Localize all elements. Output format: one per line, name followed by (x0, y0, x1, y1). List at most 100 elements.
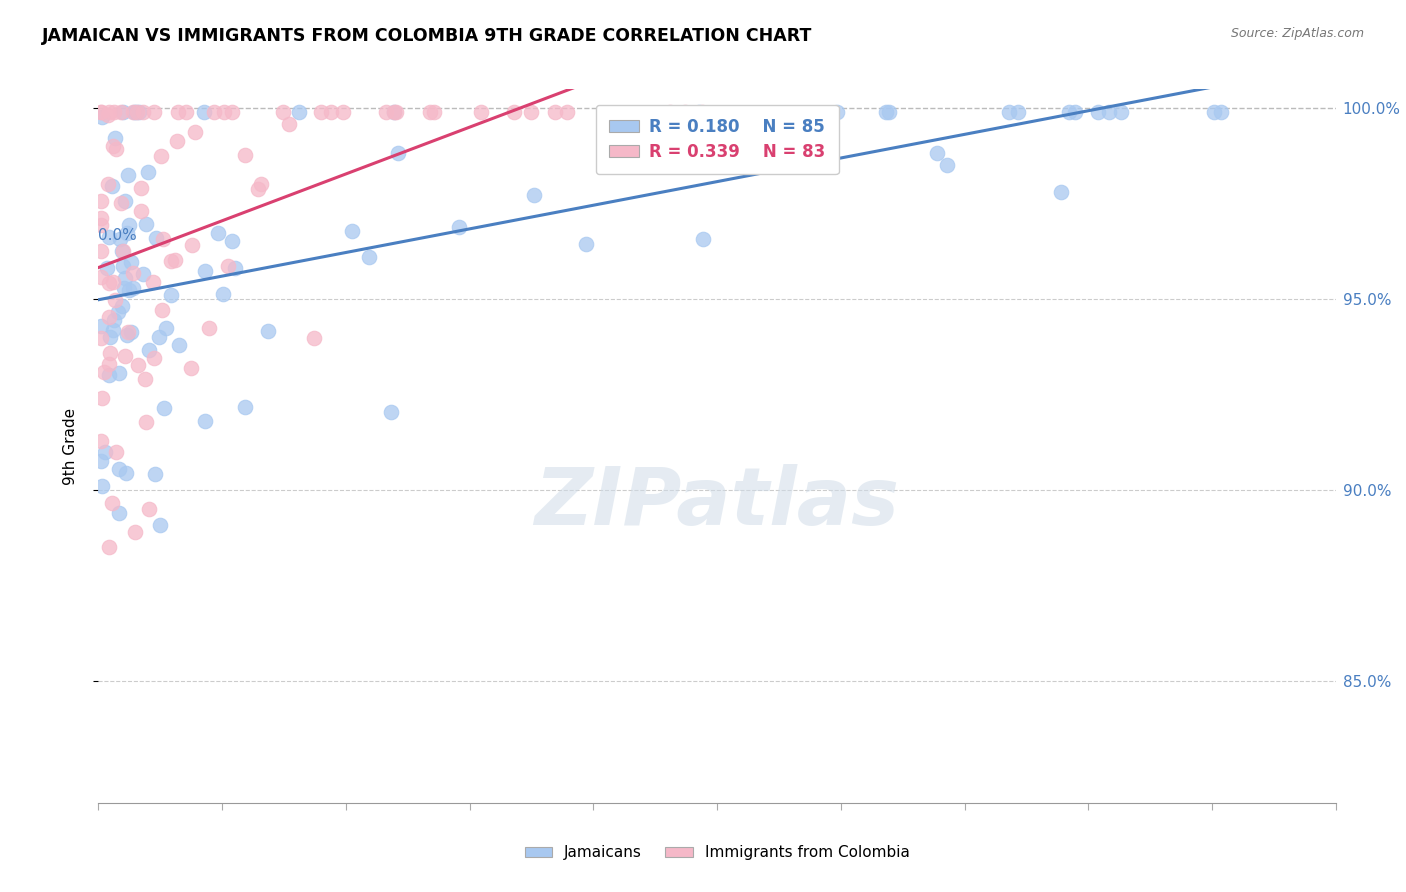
Point (160, 288, 183, 302)
Point (155, 321, 177, 335)
Point (124, 524, 146, 539)
Y-axis label: 9th Grade: 9th Grade (63, 408, 77, 484)
Point (1098, 105, 1121, 120)
Point (138, 502, 160, 516)
Point (575, 236, 598, 251)
Point (1209, 105, 1232, 120)
Point (357, 250, 380, 264)
Point (90, 218, 112, 232)
Point (1057, 105, 1080, 120)
Point (277, 117, 299, 131)
Point (165, 253, 187, 268)
Text: ZIPatlas: ZIPatlas (534, 464, 900, 542)
Point (101, 179, 124, 194)
Point (688, 105, 710, 120)
Point (193, 105, 215, 120)
Point (117, 325, 139, 339)
Point (271, 105, 294, 120)
Point (97, 368, 120, 383)
Point (419, 105, 441, 120)
Point (374, 105, 396, 120)
Point (121, 281, 143, 295)
Point (167, 105, 190, 120)
Point (97, 357, 120, 371)
Point (166, 134, 188, 148)
Point (380, 405, 402, 419)
Point (936, 158, 959, 172)
Point (90, 478, 112, 492)
Point (100, 346, 122, 360)
Point (108, 231, 131, 245)
Point (90, 434, 112, 449)
Point (224, 260, 246, 275)
Point (202, 105, 225, 120)
Point (143, 351, 166, 365)
Point (927, 145, 949, 160)
Point (217, 259, 239, 273)
Point (673, 105, 696, 120)
Point (111, 299, 134, 313)
Point (470, 105, 492, 120)
Point (101, 139, 124, 153)
Point (120, 325, 142, 339)
Point (180, 238, 202, 252)
Point (122, 105, 145, 120)
Point (340, 224, 363, 238)
Point (149, 149, 172, 163)
Point (111, 244, 134, 258)
Point (104, 142, 127, 156)
Point (1087, 105, 1109, 120)
Text: 0.0%: 0.0% (98, 227, 138, 243)
Point (555, 105, 578, 120)
Point (100, 496, 122, 510)
Point (520, 105, 543, 120)
Point (135, 415, 157, 429)
Point (128, 105, 150, 120)
Point (145, 231, 167, 245)
Point (169, 338, 191, 352)
Point (125, 105, 148, 120)
Point (302, 331, 325, 345)
Point (143, 467, 166, 482)
Point (93, 366, 115, 380)
Point (117, 168, 139, 182)
Point (997, 105, 1019, 120)
Point (879, 105, 901, 120)
Point (90, 105, 112, 120)
Point (98, 310, 121, 324)
Point (120, 255, 142, 269)
Point (91, 391, 114, 405)
Point (825, 105, 848, 120)
Point (184, 124, 207, 138)
Point (96, 108, 118, 122)
Point (247, 181, 270, 195)
Point (90, 244, 112, 259)
Point (692, 231, 714, 245)
Point (97, 105, 120, 120)
Point (90, 331, 112, 345)
Point (385, 105, 408, 120)
Point (1064, 105, 1087, 120)
Point (194, 264, 217, 278)
Point (149, 517, 172, 532)
Point (108, 366, 131, 380)
Point (103, 105, 125, 120)
Point (134, 372, 156, 386)
Point (97, 540, 120, 554)
Point (110, 105, 132, 120)
Point (118, 283, 141, 297)
Point (159, 253, 181, 268)
Point (136, 165, 159, 179)
Point (138, 343, 160, 358)
Legend: Jamaicans, Immigrants from Colombia: Jamaicans, Immigrants from Colombia (519, 839, 915, 866)
Point (125, 105, 148, 120)
Point (309, 105, 332, 120)
Point (384, 105, 406, 120)
Point (142, 105, 165, 120)
Point (221, 105, 243, 120)
Point (111, 105, 134, 120)
Point (544, 105, 567, 120)
Point (135, 217, 157, 231)
Point (207, 226, 229, 240)
Point (148, 329, 170, 343)
